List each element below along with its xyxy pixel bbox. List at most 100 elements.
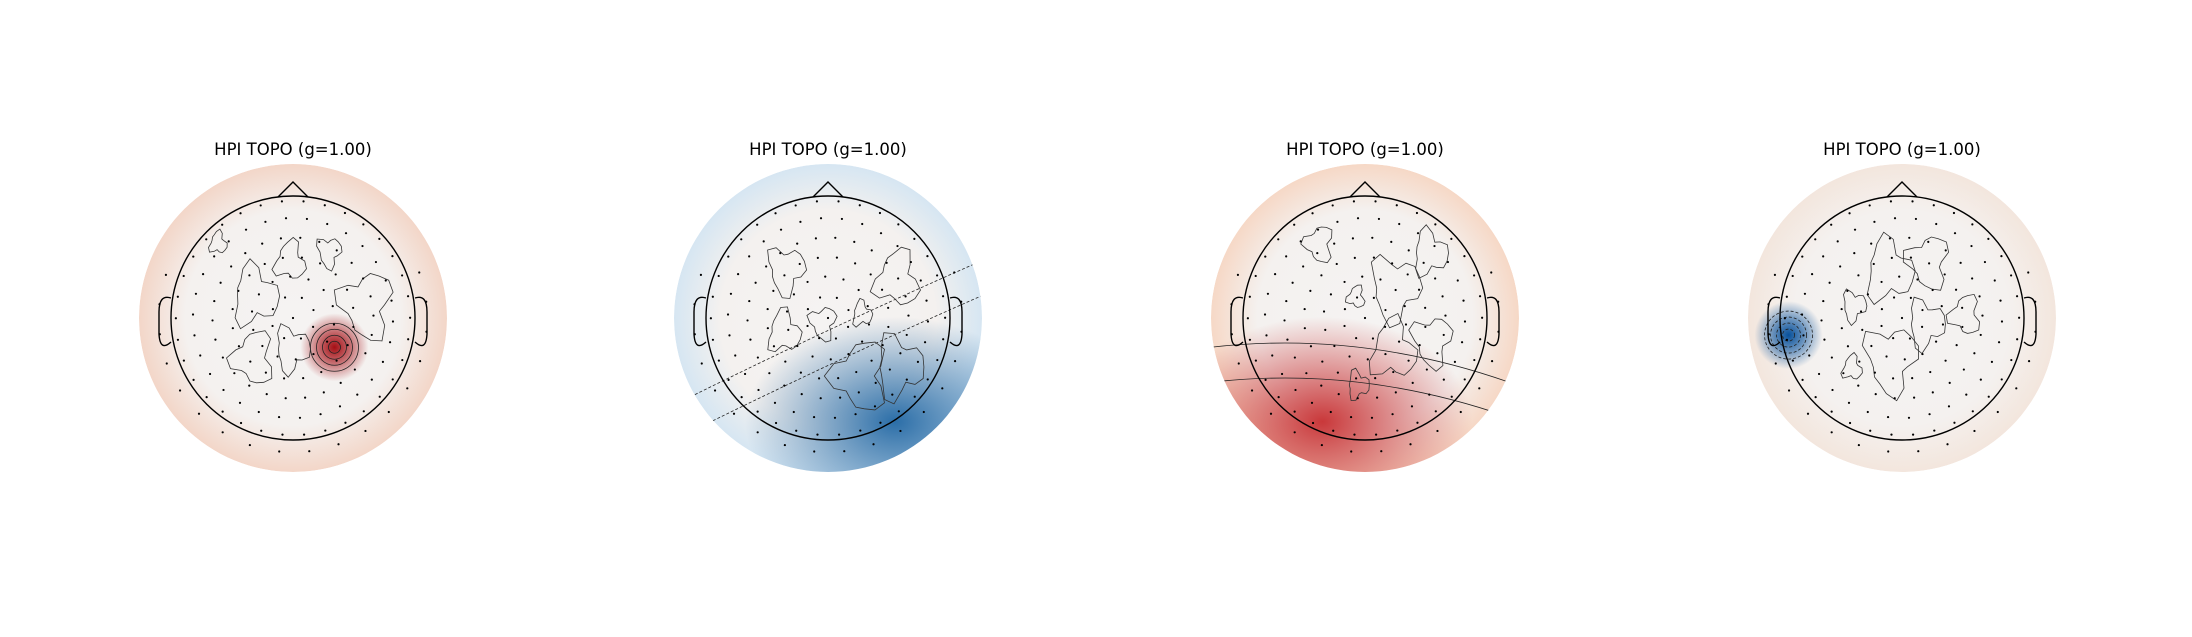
sensor-dot xyxy=(834,337,838,340)
sensor-dot xyxy=(1774,362,1777,365)
sensor-dot xyxy=(1848,421,1852,425)
sensor-dot xyxy=(1921,308,1924,312)
sensor-dot xyxy=(372,314,375,317)
sensor-dot xyxy=(409,316,412,319)
sensor-dot xyxy=(1391,413,1394,416)
sensor-dot xyxy=(867,323,871,326)
sensor-dot xyxy=(1935,222,1938,226)
sensor-dot xyxy=(1299,240,1302,243)
sensor-dot xyxy=(885,261,888,264)
sensor-dot xyxy=(846,325,850,328)
sensor-dot xyxy=(772,345,776,348)
sensor-dot xyxy=(1874,393,1877,396)
sensor-dot xyxy=(819,397,822,400)
sensor-dot xyxy=(1254,359,1257,362)
nose-outline xyxy=(812,181,844,198)
sensor-dot xyxy=(897,277,900,280)
contour-line xyxy=(333,273,394,342)
sensor-dot xyxy=(361,244,364,248)
sensor-dot xyxy=(239,212,242,215)
sensor-dot xyxy=(406,387,409,390)
sensor-dot xyxy=(1293,356,1296,359)
sensor-dot xyxy=(1887,450,1890,453)
sensor-dot xyxy=(811,355,814,358)
sensor-dot xyxy=(941,295,945,298)
sensor-dot xyxy=(1823,338,1826,341)
sensor-dot xyxy=(1463,378,1466,381)
chart-title: HPI TOPO (g=1.00) xyxy=(749,140,907,159)
sensor-dot xyxy=(344,421,347,424)
sensor-dot xyxy=(766,327,769,330)
field-map xyxy=(674,164,982,472)
sensor-dot xyxy=(1962,368,1965,371)
sensor-dot xyxy=(1462,299,1465,302)
sensor-dot xyxy=(390,299,393,302)
sensor-dot xyxy=(1866,293,1870,296)
sensor-dot xyxy=(913,395,916,398)
sensor-dot xyxy=(2000,378,2003,381)
sensor-dot xyxy=(192,255,195,258)
sensor-dot xyxy=(230,265,233,268)
sensor-dot xyxy=(1248,295,1251,298)
sensor-dot xyxy=(1473,358,1476,362)
sensor-dot xyxy=(298,416,302,419)
sensor-dot xyxy=(248,443,251,447)
right-ear-outline xyxy=(414,296,428,347)
sensor-dot xyxy=(1266,292,1270,295)
sensor-dot xyxy=(1870,242,1873,245)
sensor-dot xyxy=(1254,274,1257,278)
sensor-dot xyxy=(263,262,266,266)
sensor-dot xyxy=(897,410,900,413)
sensor-dot xyxy=(1888,237,1891,240)
sensor-dot xyxy=(1351,237,1354,240)
contour-line xyxy=(1415,224,1449,279)
sensor-dot xyxy=(756,431,759,434)
sensor-dot xyxy=(816,256,819,259)
sensor-dot xyxy=(1858,360,1861,363)
sensor-dot xyxy=(1990,360,1994,363)
sensor-dot xyxy=(391,378,394,381)
sensor-dot xyxy=(1236,273,1240,276)
sensor-dot xyxy=(1490,360,1494,363)
sensor-dot xyxy=(1914,217,1918,221)
contour-line xyxy=(1866,231,1916,306)
sensor-dot xyxy=(847,352,850,356)
sensor-dot xyxy=(312,308,315,312)
sensor-dot xyxy=(197,412,201,415)
sensor-dot xyxy=(283,336,286,340)
sensor-markers xyxy=(1230,200,1500,453)
sensor-dot xyxy=(345,288,349,291)
sensor-dot xyxy=(1263,313,1267,316)
sensor-dot xyxy=(1944,359,1947,362)
sensor-dot xyxy=(1293,223,1296,226)
sensor-dot xyxy=(1356,397,1359,400)
sensor-dot xyxy=(1349,415,1353,419)
sensor-dot xyxy=(222,388,225,392)
sensor-dot xyxy=(1900,316,1904,320)
sensor-dot xyxy=(941,387,944,390)
sensor-dot xyxy=(1403,304,1406,308)
contour-line xyxy=(1902,236,1950,291)
sensor-dot xyxy=(1802,334,1805,337)
sensor-dot xyxy=(796,344,799,348)
sensor-dot xyxy=(768,372,771,375)
sensor-dot xyxy=(1343,308,1347,311)
sensor-dot xyxy=(1366,358,1369,361)
sensor-dot xyxy=(1801,255,1804,258)
sensor-dot xyxy=(829,358,832,361)
contour-line xyxy=(1782,328,1795,342)
sensor-dot xyxy=(1371,236,1374,239)
sensor-dot xyxy=(1791,274,1794,278)
sensor-dot xyxy=(1814,396,1817,399)
sensor-dot xyxy=(378,395,381,398)
sensor-dot xyxy=(353,368,356,371)
sensor-dot xyxy=(201,273,205,276)
sensor-dot xyxy=(1333,242,1336,245)
sensor-dot xyxy=(312,352,315,356)
sensor-dot xyxy=(1920,325,1924,328)
sensor-dot xyxy=(795,429,798,432)
sensor-dot xyxy=(1785,338,1789,341)
sensor-dot xyxy=(1310,401,1314,404)
sensor-dot xyxy=(785,310,789,313)
sensor-dot xyxy=(343,211,347,215)
